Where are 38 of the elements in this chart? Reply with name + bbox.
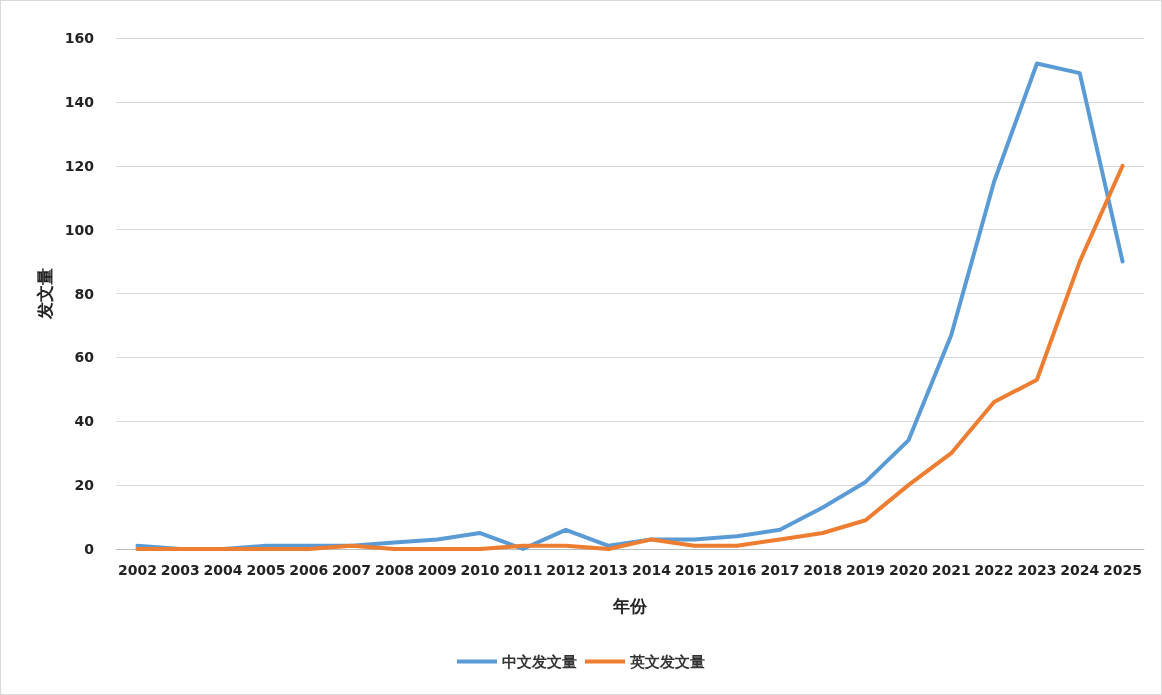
x-tick-label: 2012: [546, 562, 586, 578]
y-tick-label: 40: [74, 413, 95, 430]
x-tick-label: 2017: [760, 562, 800, 578]
y-axis-title: 发文量: [35, 268, 56, 320]
legend-label: 中文发文量: [502, 652, 577, 671]
x-tick-label: 2014: [631, 562, 672, 578]
x-tick-label: 2016: [717, 562, 757, 578]
x-tick-label: 2009: [417, 562, 457, 578]
x-tick-label: 2004: [203, 562, 243, 578]
x-tick-label: 2018: [803, 562, 843, 578]
x-tick-label: 2008: [374, 562, 414, 578]
y-tick-label: 20: [74, 477, 95, 494]
x-tick-label: 2007: [332, 562, 372, 578]
x-tick-label: 2002: [117, 562, 157, 578]
x-tick-label: 2011: [503, 562, 543, 578]
legend-label: 英文发文量: [629, 652, 705, 671]
x-tick-label: 2006: [289, 562, 329, 578]
x-tick-label: 2013: [589, 562, 629, 578]
x-tick-label: 2025: [1103, 562, 1143, 578]
x-tick-label: 2019: [846, 562, 886, 578]
x-tick-label: 2010: [460, 562, 500, 578]
y-tick-label: 100: [64, 221, 95, 238]
x-tick-label: 2021: [931, 562, 971, 578]
y-tick-label: 160: [64, 30, 95, 46]
y-tick-label: 120: [64, 157, 95, 174]
y-tick-label: 0: [84, 541, 95, 557]
x-tick-label: 2024: [1060, 562, 1100, 578]
x-tick-label: 2015: [674, 562, 714, 578]
x-tick-label: 2022: [974, 562, 1014, 578]
x-tick-label: 2003: [160, 562, 200, 578]
y-tick-label: 80: [74, 285, 95, 302]
x-tick-label: 2020: [888, 562, 929, 578]
y-tick-label: 140: [64, 93, 95, 110]
line-series: [135, 163, 1125, 551]
y-tick-label: 60: [74, 349, 95, 366]
x-tick-label: 2005: [246, 562, 286, 578]
x-tick-label: 2023: [1017, 562, 1057, 578]
x-axis-title: 年份: [612, 595, 648, 616]
